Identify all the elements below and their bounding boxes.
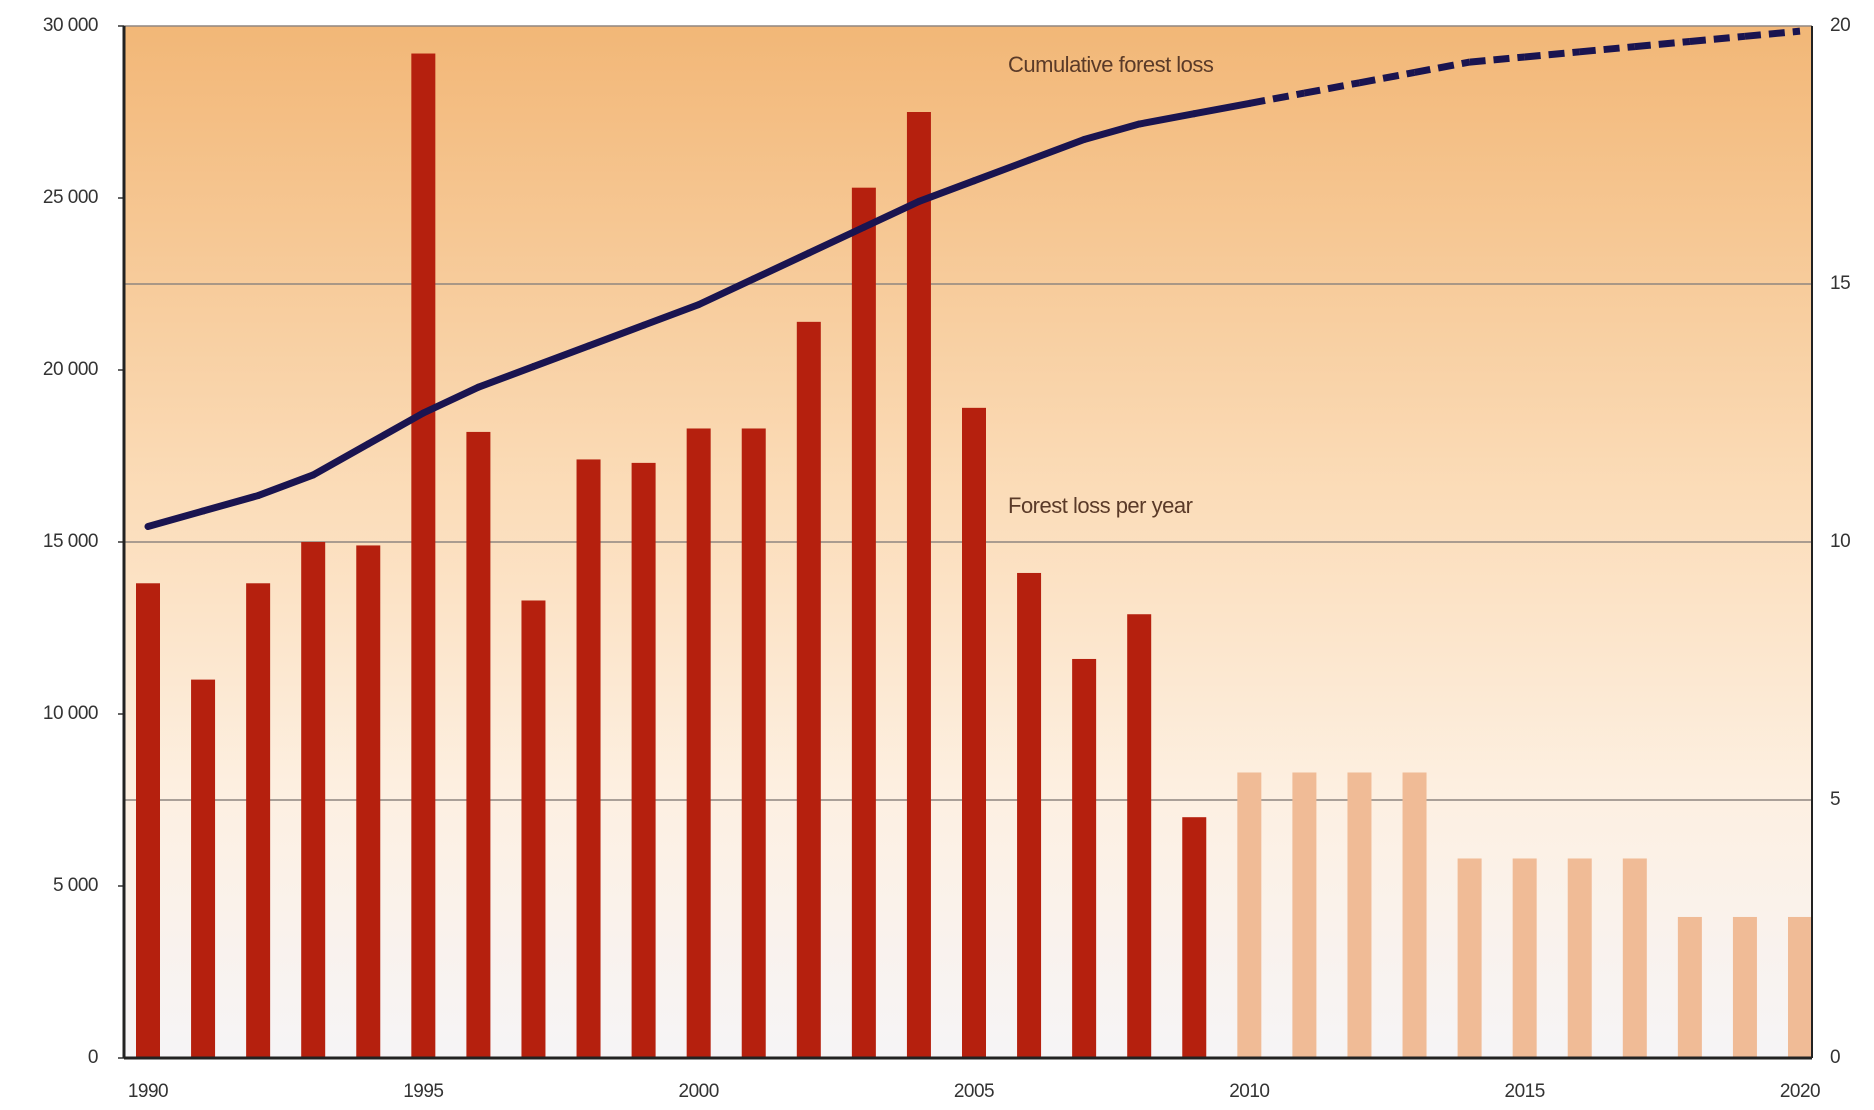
- line-segment: [860, 197, 923, 231]
- line-segment: [364, 409, 427, 448]
- x-tick-label: 2010: [1229, 1081, 1269, 1102]
- line-segment: [419, 383, 482, 417]
- bar: [1127, 614, 1152, 1058]
- y-tick-label: 25 000: [43, 187, 98, 208]
- bar: [356, 545, 381, 1058]
- line-segment: [1469, 53, 1525, 66]
- bar: [1457, 858, 1482, 1058]
- bar: [466, 431, 491, 1058]
- bar: [411, 53, 436, 1058]
- bar: [1677, 916, 1702, 1058]
- line-segment: [750, 249, 813, 283]
- bar: [1237, 772, 1262, 1058]
- line-segment: [529, 342, 593, 371]
- bar: [741, 428, 766, 1059]
- x-tick-label: 2005: [954, 1081, 994, 1102]
- line-segment: [1025, 136, 1088, 164]
- y-tick-label: 30 000: [43, 15, 98, 36]
- line-segment: [1413, 58, 1471, 76]
- y2-tick-label: 15: [1830, 273, 1850, 294]
- bar: [1292, 772, 1317, 1058]
- bar: [246, 583, 271, 1058]
- y2-tick-label: 0: [1830, 1047, 1840, 1068]
- y-tick-label: 0: [88, 1047, 98, 1068]
- bar: [906, 112, 931, 1058]
- line-segment: [585, 321, 648, 350]
- y2-tick-label: 5: [1830, 789, 1840, 810]
- bar: [136, 583, 160, 1058]
- line-segment: [1579, 43, 1636, 56]
- line-segment: [1634, 37, 1691, 51]
- bar: [1347, 772, 1372, 1058]
- bar: [686, 428, 711, 1059]
- bar: [191, 679, 216, 1058]
- bar: [1788, 916, 1812, 1058]
- bar: [962, 407, 986, 1059]
- line-segment: [1135, 110, 1198, 128]
- y-tick-label: 15 000: [43, 531, 98, 552]
- x-tick-label: 2000: [679, 1081, 719, 1102]
- line-segment: [1689, 32, 1746, 45]
- line-segment: [1190, 99, 1253, 118]
- line-segment: [1303, 79, 1361, 97]
- y-tick-label: 5 000: [53, 875, 98, 896]
- bar: [631, 462, 656, 1058]
- bar: [521, 600, 546, 1058]
- line-segment: [970, 156, 1033, 185]
- x-tick-label: 2020: [1780, 1081, 1820, 1102]
- line-segment: [254, 471, 317, 500]
- line-segment: [805, 223, 868, 257]
- bar: [1732, 916, 1757, 1058]
- line-segment: [1744, 27, 1801, 40]
- bar-annotation: Forest loss per year: [1008, 493, 1193, 518]
- bar: [1072, 658, 1097, 1058]
- bar: [1567, 858, 1592, 1058]
- bar: [1017, 572, 1042, 1058]
- line-segment: [1358, 68, 1416, 87]
- line-segment: [199, 492, 262, 515]
- line-segment: [144, 507, 207, 531]
- x-tick-label: 1990: [128, 1081, 168, 1102]
- line-segment: [474, 363, 537, 391]
- line-segment: [309, 440, 372, 479]
- bar: [796, 321, 821, 1059]
- line-segment: [1080, 120, 1143, 144]
- bar: [1402, 772, 1427, 1058]
- bar: [1182, 817, 1207, 1058]
- line-segment: [915, 177, 978, 205]
- bar: [1622, 858, 1647, 1058]
- bar: [851, 187, 876, 1058]
- y-tick-label: 20 000: [43, 359, 98, 380]
- line-segment: [1524, 48, 1581, 61]
- y-tick-label: 10 000: [43, 703, 98, 724]
- line-segment: [640, 301, 703, 329]
- line-segment: [1248, 89, 1306, 107]
- y2-tick-label: 10: [1830, 531, 1850, 552]
- bar: [301, 542, 326, 1058]
- x-tick-label: 1995: [403, 1081, 443, 1102]
- line-annotation: Cumulative forest loss: [1008, 52, 1214, 77]
- bar: [1512, 858, 1537, 1058]
- y2-tick-label: 20: [1830, 15, 1850, 36]
- bar: [576, 459, 601, 1058]
- line-segment: [695, 275, 758, 309]
- x-tick-label: 2015: [1505, 1081, 1545, 1102]
